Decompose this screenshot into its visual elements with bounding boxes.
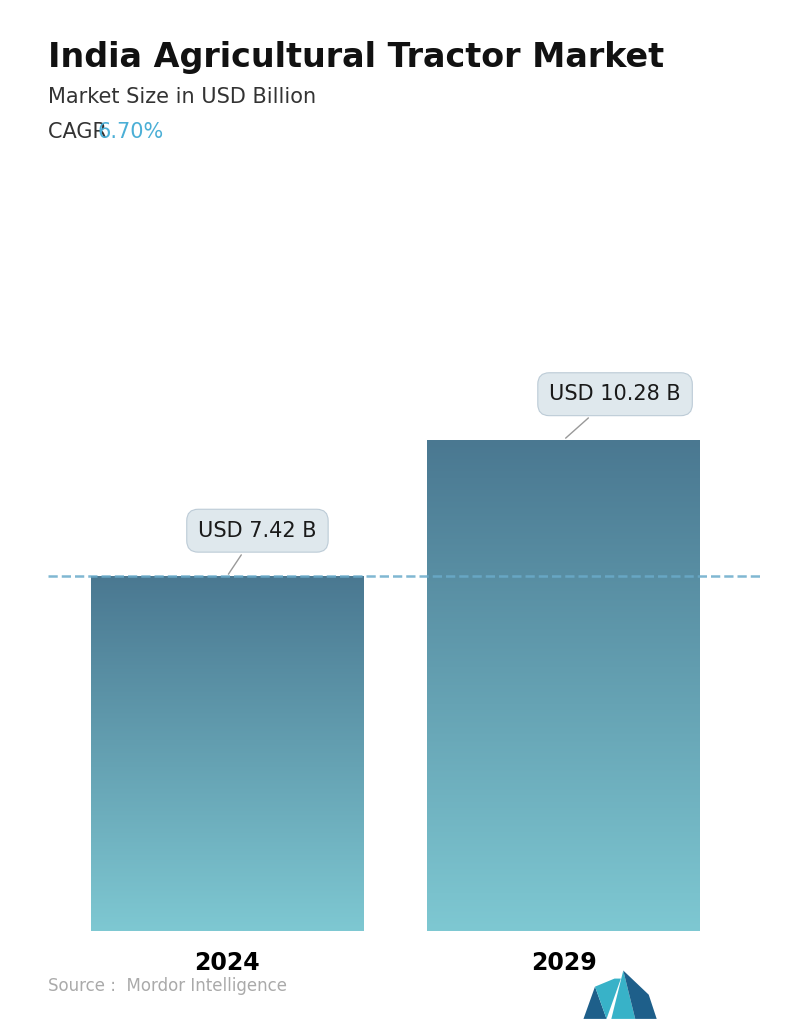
Text: Market Size in USD Billion: Market Size in USD Billion <box>48 87 316 107</box>
Text: USD 7.42 B: USD 7.42 B <box>198 521 317 574</box>
Text: USD 10.28 B: USD 10.28 B <box>549 385 681 438</box>
Text: CAGR: CAGR <box>48 122 113 142</box>
Polygon shape <box>583 986 607 1018</box>
Text: India Agricultural Tractor Market: India Agricultural Tractor Market <box>48 41 664 74</box>
Text: 6.70%: 6.70% <box>97 122 163 142</box>
Polygon shape <box>611 971 635 1018</box>
Text: Source :  Mordor Intelligence: Source : Mordor Intelligence <box>48 977 287 995</box>
Polygon shape <box>623 971 657 1018</box>
Polygon shape <box>595 978 621 1018</box>
